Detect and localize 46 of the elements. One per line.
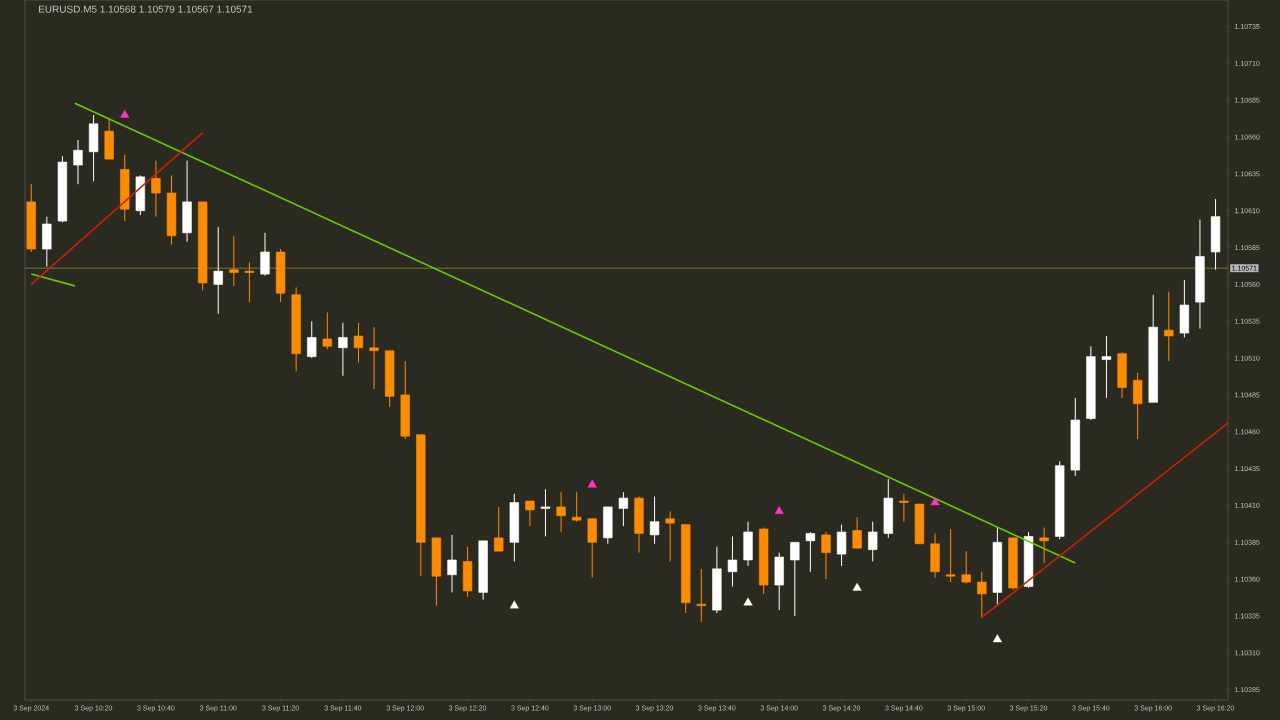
candlestick bbox=[836, 524, 847, 567]
candlestick bbox=[1101, 335, 1112, 399]
point bbox=[992, 634, 1002, 643]
candlestick bbox=[945, 528, 956, 583]
candlestick bbox=[447, 534, 457, 593]
candlestick bbox=[338, 322, 348, 377]
candlestick bbox=[805, 531, 816, 573]
candlestick bbox=[1132, 372, 1143, 440]
candlestick bbox=[1039, 527, 1049, 564]
candlestick bbox=[322, 311, 332, 350]
candlestick bbox=[213, 226, 223, 315]
candlestick bbox=[696, 568, 706, 623]
candlestick bbox=[260, 232, 270, 277]
candlestick bbox=[556, 491, 566, 533]
candlestick bbox=[821, 531, 831, 580]
candlestick bbox=[587, 518, 597, 579]
point bbox=[743, 597, 753, 606]
annotation: EURUSD.M5 1.10568 1.10579 1.10567 1.10571 bbox=[38, 5, 253, 13]
candlestick bbox=[790, 541, 800, 617]
candlestick bbox=[571, 491, 582, 523]
candlestick bbox=[727, 535, 738, 588]
candlestick bbox=[353, 322, 364, 364]
point bbox=[930, 497, 940, 506]
candlestick bbox=[665, 510, 675, 562]
candlestick bbox=[369, 326, 379, 390]
candlestick bbox=[307, 320, 317, 359]
candlestick bbox=[852, 516, 862, 549]
candlestick bbox=[899, 493, 909, 523]
candlestick bbox=[244, 261, 255, 303]
candlestick bbox=[618, 491, 629, 527]
point bbox=[852, 582, 862, 591]
point bbox=[587, 479, 597, 488]
point bbox=[774, 506, 784, 515]
candlestick bbox=[494, 506, 504, 552]
candlestick bbox=[977, 571, 987, 618]
candlestick bbox=[961, 550, 971, 585]
point bbox=[120, 109, 130, 118]
candlestick bbox=[525, 500, 535, 527]
candlestick bbox=[1164, 291, 1174, 362]
candlestick bbox=[151, 160, 161, 218]
candlestick bbox=[73, 139, 83, 185]
point bbox=[509, 600, 519, 609]
candlestick bbox=[868, 521, 878, 562]
candlestick bbox=[229, 235, 239, 287]
candlestick bbox=[540, 488, 551, 537]
candlestick bbox=[649, 496, 660, 545]
